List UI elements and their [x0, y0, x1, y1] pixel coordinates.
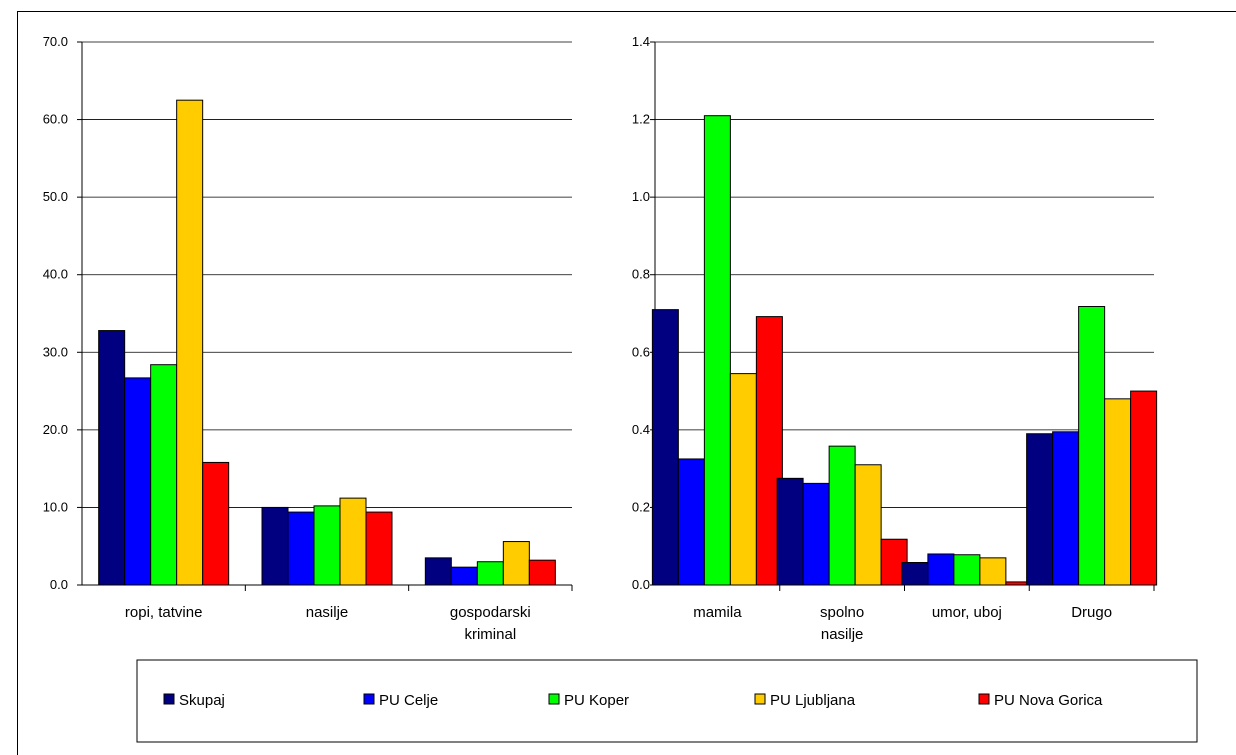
category-label: spolno: [820, 604, 864, 621]
legend-swatch: [363, 693, 375, 705]
bar-pu-nova-gorica: [202, 461, 230, 586]
bar-pu-celje: [927, 553, 955, 586]
chart-1: 0.0 10.0 20.0 30.0 40.0 50.0 60.0 70.0 ropi, tat…: [43, 34, 573, 643]
y-tick-label: 0.2: [632, 499, 650, 514]
y-tick-label: 0.0: [50, 577, 68, 592]
legend-label: PU Koper: [564, 692, 629, 709]
category-label: nasilje: [306, 604, 349, 621]
bar-pu-nova-gorica: [528, 559, 556, 586]
legend-box: [136, 659, 1198, 743]
category-label: umor, uboj: [932, 604, 1002, 621]
y-tick-label: 50.0: [43, 189, 68, 204]
chart-frame: [17, 11, 1236, 755]
category-label: nasilje: [821, 626, 864, 643]
legend-swatch: [548, 693, 560, 705]
legend-label: PU Nova Gorica: [994, 692, 1103, 709]
legend-label: PU Ljubljana: [770, 692, 856, 709]
bar-pu-celje: [287, 511, 315, 586]
bar-pu-celje: [677, 458, 705, 586]
bar-pu-koper: [1078, 306, 1106, 586]
category-label: kriminal: [464, 626, 516, 643]
bar-pu-nova-gorica: [1130, 390, 1158, 586]
bar-pu-celje: [802, 482, 830, 586]
bar-pu-ljubljana: [729, 373, 757, 586]
bar-pu-ljubljana: [854, 464, 882, 586]
y-tick-label: 70.0: [43, 34, 68, 49]
category-label: gospodarski: [450, 604, 531, 621]
y-tick-label: 0.0: [632, 577, 650, 592]
legend-swatch: [163, 693, 175, 705]
y-tick-label: 1.0: [632, 189, 650, 204]
legend-label: Skupaj: [179, 692, 225, 709]
y-tick-label: 0.8: [632, 267, 650, 282]
y-tick-label: 1.4: [632, 34, 650, 49]
category-label: Drugo: [1071, 604, 1112, 621]
bar-pu-celje: [450, 566, 478, 586]
bar-pu-nova-gorica: [365, 511, 393, 586]
bar-pu-ljubljana: [339, 497, 367, 586]
bar-pu-ljubljana: [979, 557, 1007, 586]
bar-skupaj: [651, 309, 679, 586]
bar-skupaj: [776, 477, 804, 586]
bar-pu-ljubljana: [176, 99, 204, 586]
y-tick-label: 1.2: [632, 112, 650, 127]
bar-pu-celje: [1052, 431, 1080, 586]
bar-skupaj: [424, 557, 452, 586]
y-tick-label: 0.4: [632, 422, 650, 437]
bar-pu-koper: [476, 561, 504, 586]
bar-pu-koper: [828, 445, 856, 586]
bar-pu-koper: [953, 554, 981, 586]
bar-pu-koper: [313, 505, 341, 586]
y-tick-label: 30.0: [43, 344, 68, 359]
y-tick-label: 0.6: [632, 344, 650, 359]
legend-swatch: [754, 693, 766, 705]
bar-pu-koper: [703, 115, 731, 586]
bar-skupaj: [1026, 433, 1054, 586]
y-tick-label: 10.0: [43, 499, 68, 514]
category-label: mamila: [693, 604, 742, 621]
legend-swatch: [978, 693, 990, 705]
y-tick-label: 60.0: [43, 112, 68, 127]
bar-skupaj: [261, 506, 289, 586]
legend-label: PU Celje: [379, 692, 438, 709]
y-tick-label: 20.0: [43, 422, 68, 437]
chart-2: 0.0 0.2 0.4 0.6 0.8 1.0 1.2 1.4 mamila spolno nasi…: [632, 34, 1158, 643]
category-label: ropi, tatvine: [125, 604, 203, 621]
bar-skupaj: [98, 330, 126, 586]
bar-pu-ljubljana: [1104, 398, 1132, 586]
legend: Skupaj PU Celje PU Koper PU Ljubljana PU Nov…: [136, 659, 1198, 743]
bar-pu-koper: [150, 364, 178, 586]
bar-skupaj: [901, 562, 929, 586]
y-tick-label: 40.0: [43, 267, 68, 282]
bar-pu-ljubljana: [502, 541, 530, 586]
bar-pu-celje: [124, 377, 152, 586]
